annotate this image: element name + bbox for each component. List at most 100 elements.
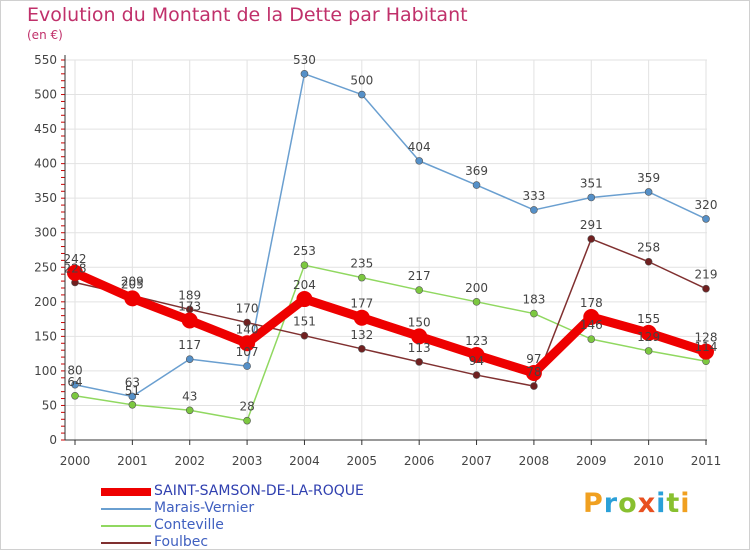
legend-swatch [101,542,151,544]
data-point [472,181,481,189]
data-point [67,264,83,281]
logo-letter: r [603,488,619,519]
y-tick-label: 50 [42,398,57,412]
legend-label: Conteville [154,517,224,533]
y-tick-label: 0 [49,433,57,447]
data-label: 235 [350,257,373,271]
data-point [71,380,79,389]
data-point [358,273,366,282]
data-point [644,188,653,196]
data-label: 51 [125,384,140,398]
data-point [353,309,370,326]
data-point [702,284,710,293]
data-point [587,335,596,343]
data-label: 209 [121,275,144,289]
legend-swatch [101,525,151,527]
data-label: 117 [178,338,201,352]
y-tick-label: 500 [34,88,57,102]
logo-letter: i [680,488,691,519]
data-point [640,324,657,341]
y-tick-label: 200 [34,295,57,309]
data-label: 204 [293,278,316,292]
data-point [411,328,428,345]
x-tick-label: 2002 [174,454,205,468]
data-point [415,157,423,165]
data-point [415,358,423,366]
data-label: 189 [178,288,201,302]
data-point [644,347,653,355]
data-point [472,371,481,379]
y-tick-label: 250 [34,260,57,274]
data-point [468,347,485,364]
data-point [583,309,600,326]
legend-swatch [101,508,151,510]
series-line [74,73,707,398]
data-label: 151 [293,315,316,329]
y-tick-label: 300 [34,226,57,240]
x-tick-label: 2007 [461,454,492,468]
data-label: 404 [408,140,431,154]
data-label: 129 [637,330,660,344]
x-tick-label: 2000 [60,454,91,468]
data-point [530,382,538,390]
data-label: 132 [350,328,373,342]
data-point [300,261,309,270]
data-point [185,355,194,363]
data-label: 28 [239,400,254,414]
data-point [644,257,653,266]
data-label: 205 [121,277,144,291]
data-label: 258 [637,241,660,255]
data-label: 242 [64,252,87,266]
data-label: 78 [526,365,541,379]
data-label: 123 [465,334,488,348]
y-tick-label: 550 [34,53,57,67]
x-tick-label: 2008 [519,454,550,468]
y-tick-label: 450 [34,122,57,136]
data-point [128,392,137,401]
proxiti-logo: Proxiti [583,488,691,519]
data-label: 150 [408,315,431,329]
data-label: 183 [522,293,545,307]
series-conteville [71,261,710,425]
axes: 0 50 100 150 200 250 300 350 400 450 500 550 2000 200… [34,53,721,468]
data-point [185,406,194,415]
data-label: 107 [236,345,259,359]
data-label: 253 [293,244,316,258]
data-label: 530 [293,53,316,67]
series-line [70,268,711,378]
data-point [128,400,137,409]
data-label: 291 [580,218,603,232]
data-label: 359 [637,171,660,185]
data-label: 113 [408,341,431,355]
data-label: 351 [580,176,603,190]
grid [65,59,707,440]
data-label: 333 [522,189,545,203]
legend-label: Foulbec [154,534,209,550]
series-foulbec [71,235,710,390]
x-tick-label: 2011 [691,454,722,468]
data-point [243,416,251,425]
data-label: 155 [637,312,660,326]
data-label: 80 [67,364,82,378]
data-point [300,70,309,78]
y-tick-label: 100 [34,364,57,378]
chart-unit: (en €) [27,28,63,42]
logo-letter: t [666,488,681,519]
series-line [74,238,707,387]
data-label: 200 [465,281,488,295]
data-label: 369 [465,164,488,178]
data-point [587,193,596,202]
data-point [587,235,596,243]
data-point [124,290,141,307]
data-point [702,215,710,223]
data-point [243,362,251,370]
x-tick-label: 2001 [117,454,148,468]
series-line [74,264,707,422]
data-point [530,309,538,318]
data-point [300,331,309,340]
data-label: 178 [580,296,603,310]
logo-letter: i [656,488,667,519]
data-label: 217 [408,269,431,283]
y-tick-label: 150 [34,329,57,343]
